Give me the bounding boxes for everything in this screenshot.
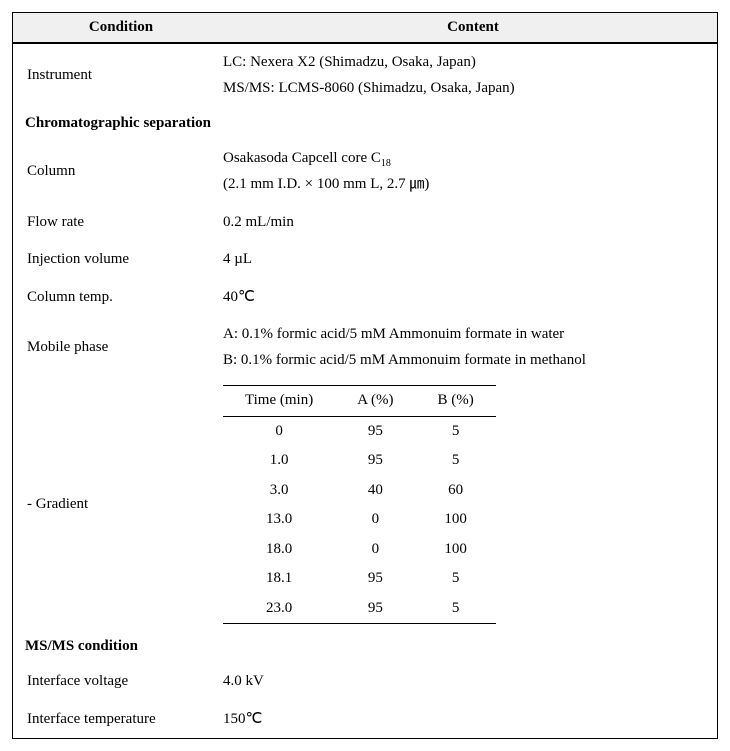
gradient-row: 0955 (223, 416, 496, 446)
gradient-cell: 95 (335, 564, 415, 594)
instrument-ms: MS/MS: LCMS-8060 (Shimadzu, Osaka, Japan… (223, 76, 707, 102)
column-line2: (2.1 mm I.D. × 100 mm L, 2.7 ㎛) (223, 172, 707, 198)
table-body: Instrument LC: Nexera X2 (Shimadzu, Osak… (13, 44, 717, 738)
row-mobile-phase: Mobile phase A: 0.1% formic acid/5 mM Am… (13, 316, 717, 379)
value-instrument: LC: Nexera X2 (Shimadzu, Osaka, Japan) M… (213, 44, 717, 107)
gradient-cell: 3.0 (223, 476, 335, 506)
gradient-cell: 100 (415, 505, 495, 535)
label-column-temp: Column temp. (13, 279, 213, 317)
value-interface-voltage: 4.0 kV (213, 663, 717, 701)
label-interface-voltage: Interface voltage (13, 663, 213, 701)
section-chromatographic: Chromatographic separation (13, 107, 717, 140)
gradient-cell: 13.0 (223, 505, 335, 535)
gradient-cell: 95 (335, 446, 415, 476)
gradient-cell: 0 (223, 416, 335, 446)
header-content: Content (229, 13, 717, 42)
gradient-row: 18.1955 (223, 564, 496, 594)
label-injection: Injection volume (13, 241, 213, 279)
gradient-cell: 100 (415, 535, 495, 565)
gradient-h-time: Time (min) (223, 386, 335, 417)
gradient-cell: 18.1 (223, 564, 335, 594)
row-column: Column Osakasoda Capcell core C18 (2.1 m… (13, 140, 717, 204)
gradient-cell: 1.0 (223, 446, 335, 476)
value-interface-temperature: 150℃ (213, 701, 717, 739)
gradient-cell: 23.0 (223, 594, 335, 624)
label-interface-temperature: Interface temperature (13, 701, 213, 739)
row-flow: Flow rate 0.2 mL/min (13, 204, 717, 242)
column-line1: Osakasoda Capcell core C18 (223, 146, 707, 172)
gradient-row: 1.0955 (223, 446, 496, 476)
header-condition: Condition (13, 13, 229, 42)
gradient-cell: 95 (335, 594, 415, 624)
row-column-temp: Column temp. 40℃ (13, 279, 717, 317)
gradient-cell: 0 (335, 535, 415, 565)
value-column-temp: 40℃ (213, 279, 717, 317)
value-gradient: Time (min) A (%) B (%) 09551.09553.04060… (213, 379, 717, 630)
column-subscript: 18 (381, 158, 391, 169)
gradient-cell: 40 (335, 476, 415, 506)
gradient-cell: 18.0 (223, 535, 335, 565)
value-mobile-phase: A: 0.1% formic acid/5 mM Ammonuim format… (213, 316, 717, 379)
label-flow: Flow rate (13, 204, 213, 242)
mobile-b: B: 0.1% formic acid/5 mM Ammonuim format… (223, 348, 707, 374)
label-gradient: - Gradient (13, 379, 213, 630)
gradient-row: 23.0955 (223, 594, 496, 624)
row-interface-temperature: Interface temperature 150℃ (13, 701, 717, 739)
gradient-row: 3.04060 (223, 476, 496, 506)
gradient-h-b: B (%) (415, 386, 495, 417)
gradient-row: 18.00100 (223, 535, 496, 565)
row-instrument: Instrument LC: Nexera X2 (Shimadzu, Osak… (13, 44, 717, 107)
value-column: Osakasoda Capcell core C18 (2.1 mm I.D. … (213, 140, 717, 204)
gradient-cell: 60 (415, 476, 495, 506)
gradient-table: Time (min) A (%) B (%) 09551.09553.04060… (223, 385, 496, 624)
gradient-cell: 0 (335, 505, 415, 535)
instrument-lc: LC: Nexera X2 (Shimadzu, Osaka, Japan) (223, 50, 707, 76)
gradient-cell: 5 (415, 564, 495, 594)
table-header: Condition Content (13, 13, 717, 44)
row-interface-voltage: Interface voltage 4.0 kV (13, 663, 717, 701)
gradient-h-a: A (%) (335, 386, 415, 417)
gradient-row: 13.00100 (223, 505, 496, 535)
column-line1-text: Osakasoda Capcell core C (223, 150, 381, 166)
gradient-header-row: Time (min) A (%) B (%) (223, 386, 496, 417)
value-flow: 0.2 mL/min (213, 204, 717, 242)
gradient-cell: 5 (415, 446, 495, 476)
value-injection: 4 µL (213, 241, 717, 279)
label-column: Column (13, 140, 213, 204)
label-mobile-phase: Mobile phase (13, 316, 213, 379)
gradient-cell: 95 (335, 416, 415, 446)
section-msms: MS/MS condition (13, 630, 717, 663)
label-instrument: Instrument (13, 44, 213, 107)
row-gradient: - Gradient Time (min) A (%) B (%) 09551.… (13, 379, 717, 630)
gradient-cell: 5 (415, 594, 495, 624)
conditions-table: Condition Content Instrument LC: Nexera … (12, 12, 718, 739)
row-injection: Injection volume 4 µL (13, 241, 717, 279)
gradient-cell: 5 (415, 416, 495, 446)
mobile-a: A: 0.1% formic acid/5 mM Ammonuim format… (223, 322, 707, 348)
